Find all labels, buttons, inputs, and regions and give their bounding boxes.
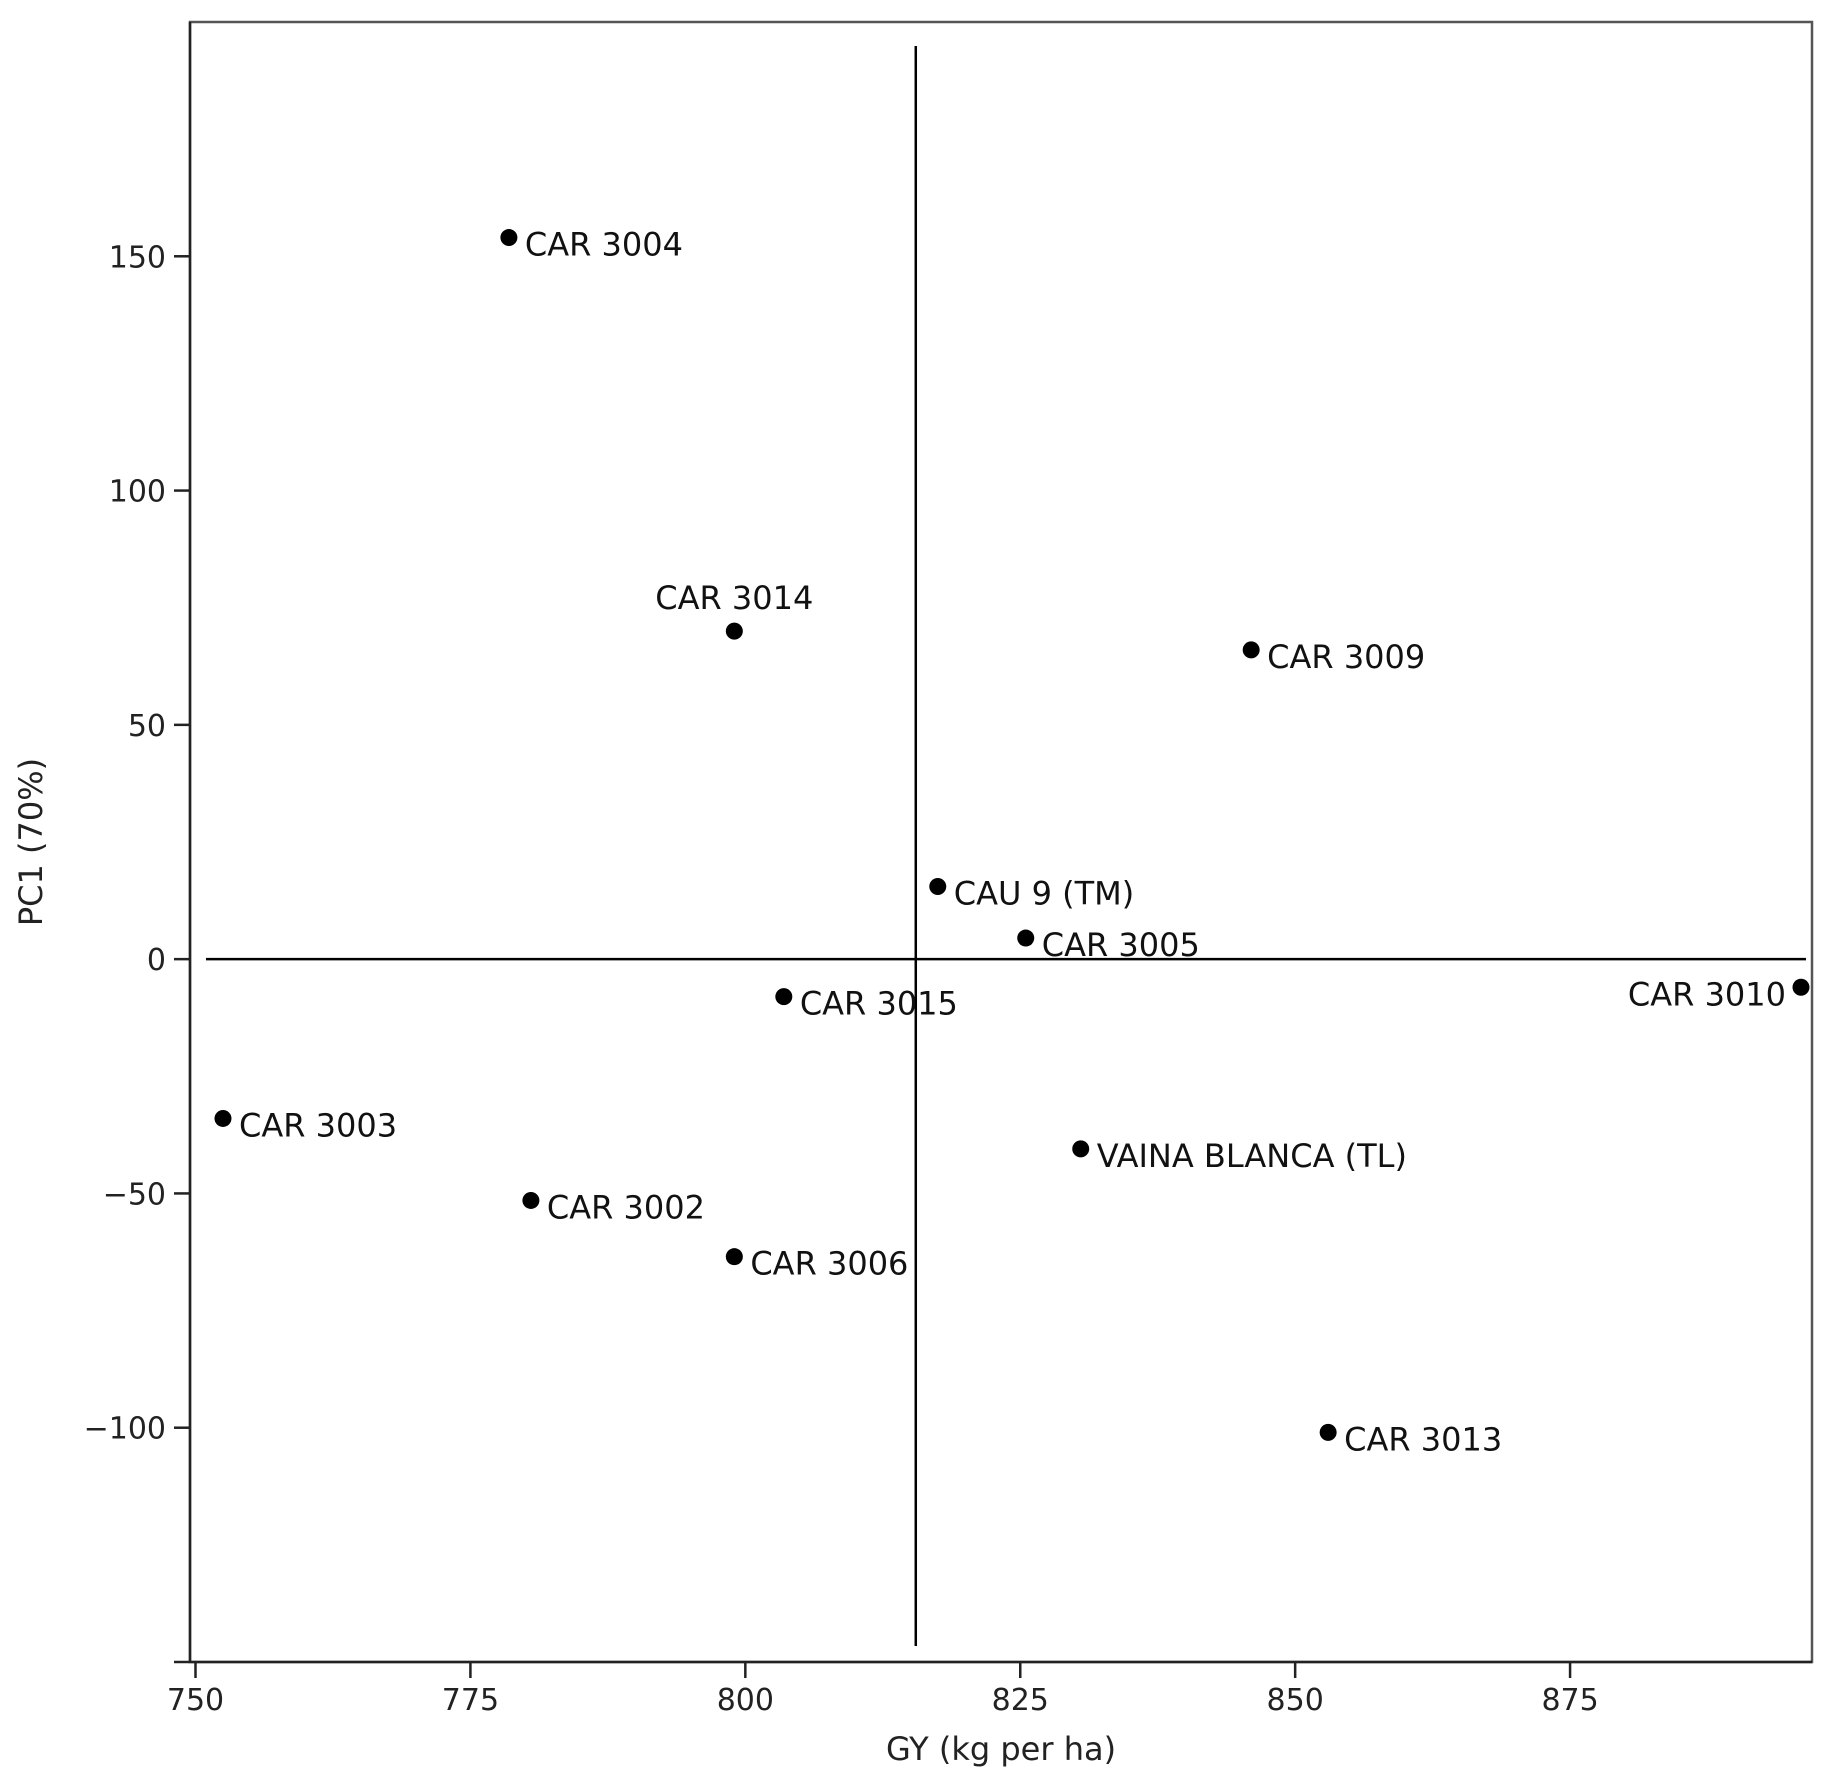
y-tick-label: −100 (84, 1412, 166, 1447)
data-points: CAR 3004 CAR 3014 CAR 3009 CAU 9 (TM) CAR 30… (214, 226, 1810, 1458)
point-label: CAU 9 (TM) (954, 875, 1134, 913)
data-point (500, 229, 518, 247)
x-tick-label: 850 (1267, 1683, 1324, 1718)
point-label: CAR 3009 (1267, 638, 1425, 676)
data-point (214, 1109, 232, 1127)
data-point (1017, 929, 1035, 947)
point-label: CAR 3003 (239, 1106, 397, 1144)
data-point (522, 1191, 540, 1209)
x-tick-label: 775 (442, 1683, 499, 1718)
x-tick-label: 750 (167, 1683, 224, 1718)
data-point (1319, 1423, 1337, 1441)
point-label: CAR 3010 (1628, 975, 1786, 1013)
data-point (725, 1248, 743, 1266)
x-axis-title: GY (kg per ha) (886, 1730, 1116, 1768)
y-tick-label: −50 (103, 1177, 166, 1212)
y-tick-label: 100 (109, 475, 166, 510)
data-point (929, 878, 947, 896)
y-axis-ticks: −100 −50 0 50 100 150 (84, 240, 190, 1664)
x-tick-label: 825 (992, 1683, 1049, 1718)
point-label: CAR 3004 (525, 226, 683, 264)
x-tick-label: 875 (1541, 1683, 1598, 1718)
y-tick-label: 150 (109, 240, 166, 275)
point-label: CAR 3014 (655, 579, 813, 617)
y-tick-label: 50 (128, 709, 166, 744)
data-point (725, 622, 743, 640)
data-point (1072, 1140, 1090, 1158)
data-point (775, 988, 793, 1006)
y-axis-title: PC1 (70%) (12, 758, 50, 926)
point-label: CAR 3006 (750, 1245, 908, 1283)
point-label: CAR 3005 (1042, 926, 1200, 964)
plot-frame (188, 20, 1814, 1664)
point-label: CAR 3015 (800, 985, 958, 1023)
point-label: CAR 3013 (1344, 1420, 1502, 1458)
x-tick-label: 800 (717, 1683, 774, 1718)
point-label: CAR 3002 (547, 1188, 705, 1226)
x-axis-ticks: 750 775 800 825 850 875 (167, 1662, 1599, 1718)
data-point (1792, 978, 1810, 996)
data-point (1242, 641, 1260, 659)
y-tick-label: 0 (147, 943, 166, 978)
point-label: VAINA BLANCA (TL) (1097, 1137, 1407, 1175)
